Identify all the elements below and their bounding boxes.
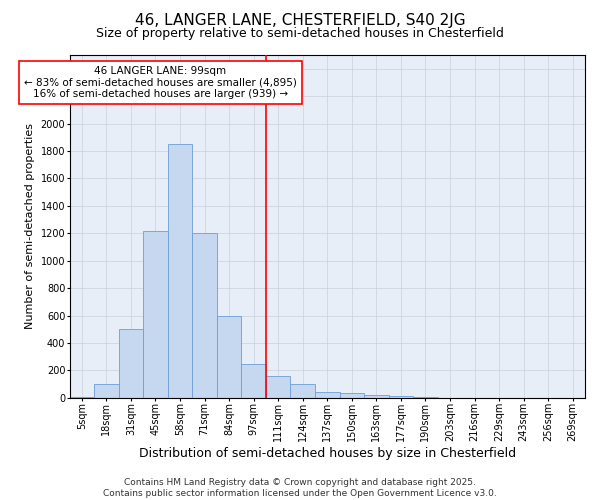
Bar bbox=[290, 384, 315, 398]
Bar bbox=[241, 364, 266, 398]
X-axis label: Distribution of semi-detached houses by size in Chesterfield: Distribution of semi-detached houses by … bbox=[139, 447, 516, 460]
Y-axis label: Number of semi-detached properties: Number of semi-detached properties bbox=[25, 124, 35, 330]
Bar bbox=[413, 397, 438, 398]
Text: Contains HM Land Registry data © Crown copyright and database right 2025.
Contai: Contains HM Land Registry data © Crown c… bbox=[103, 478, 497, 498]
Bar bbox=[167, 144, 192, 398]
Bar bbox=[192, 234, 217, 398]
Bar bbox=[94, 384, 119, 398]
Bar bbox=[119, 330, 143, 398]
Bar bbox=[364, 395, 389, 398]
Text: Size of property relative to semi-detached houses in Chesterfield: Size of property relative to semi-detach… bbox=[96, 28, 504, 40]
Text: 46 LANGER LANE: 99sqm
← 83% of semi-detached houses are smaller (4,895)
16% of s: 46 LANGER LANE: 99sqm ← 83% of semi-deta… bbox=[24, 66, 297, 99]
Bar bbox=[340, 393, 364, 398]
Bar bbox=[217, 316, 241, 398]
Bar bbox=[389, 396, 413, 398]
Bar bbox=[266, 376, 290, 398]
Bar bbox=[70, 397, 94, 398]
Bar bbox=[315, 392, 340, 398]
Text: 46, LANGER LANE, CHESTERFIELD, S40 2JG: 46, LANGER LANE, CHESTERFIELD, S40 2JG bbox=[134, 12, 466, 28]
Bar bbox=[143, 230, 167, 398]
